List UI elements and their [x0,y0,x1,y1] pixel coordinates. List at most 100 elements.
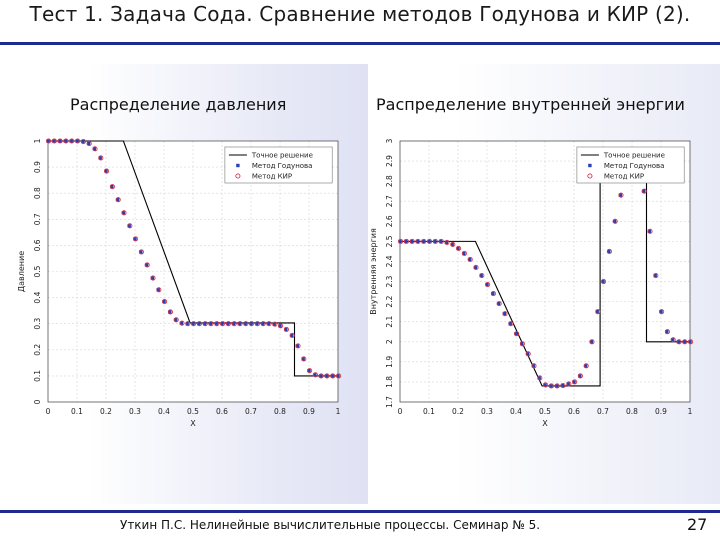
kir-point [260,321,266,327]
kir-point [676,339,682,345]
kir-point [138,249,144,255]
kir-point [202,321,208,327]
kir-point [266,321,272,327]
godunov-point [647,229,652,234]
kir-point [682,339,688,345]
godunov-point [641,189,646,193]
godunov-point [104,169,108,173]
y-tick-label: 2.6 [385,215,394,227]
x-tick-label: 0.3 [481,407,493,416]
y-tick-label: 2.3 [385,275,394,287]
kir-point [490,291,496,297]
kir-point [127,223,133,229]
godunov-point [150,276,155,280]
godunov-point [255,322,259,326]
x-tick-label: 0.5 [187,407,199,416]
kir-point [525,351,531,357]
y-tick-label: 0.8 [33,187,42,199]
kir-point [566,381,572,387]
y-tick-label: 1 [33,138,42,143]
kir-point [398,238,404,244]
godunov-point [301,357,305,361]
energy-chart: 0 0.1 0.2 0.3 0.4 0.5 0.6 0.7 0.8 0.9 1 1.7 1.8 1.9 2 2… [369,138,694,428]
godunov-point [549,384,553,388]
legend-entry-label: Точное решение [251,152,313,160]
legend-entry-label: Метод КИР [604,173,644,181]
kir-point [75,138,81,144]
godunov-point [197,322,201,326]
godunov-point [688,340,692,344]
godunov-point [173,318,178,322]
godunov-point [485,282,489,287]
x-tick-label: 0.1 [71,407,83,416]
godunov-point [502,311,507,316]
godunov-point [208,322,213,326]
kir-point [659,309,665,315]
kir-point [295,343,301,349]
kir-point [231,321,237,327]
godunov-point [289,333,294,338]
godunov-point [491,291,495,296]
x-tick-label: 0.5 [539,407,551,416]
y-tick-label: 1.8 [385,376,394,388]
godunov-point [438,239,443,244]
kir-point [450,241,456,247]
x-tick-label: 0.6 [216,407,228,416]
kir-point [57,138,63,144]
godunov-point [168,310,172,314]
kir-point [185,321,191,327]
kir-point [162,298,168,305]
kir-point [409,238,415,244]
page-number: 27 [687,515,708,534]
y-tick-label: 1.7 [385,396,394,408]
kir-point [653,272,659,279]
godunov-point [185,322,189,326]
kir-point [421,238,427,244]
godunov-point [139,250,143,254]
godunov-point [404,239,408,244]
legend-box [576,146,685,184]
godunov-point [63,139,68,143]
kir-point [572,379,578,385]
kir-point [479,272,485,279]
plot-frame [399,140,691,403]
kir-point [473,264,479,271]
kir-point [496,301,502,307]
y-tick-label: 0 [33,399,42,404]
godunov-point [462,251,466,256]
x-tick-label: 0.6 [568,407,580,416]
x-tick-label: 1 [336,407,341,416]
godunov-point [618,193,623,197]
godunov-point [409,239,414,244]
x-tick-label: 0.8 [274,407,286,416]
kir-point [432,238,438,244]
kir-point [80,138,86,145]
kir-point [179,320,185,326]
kir-point [191,321,197,327]
kir-point [427,238,433,244]
kir-point [438,238,444,244]
godunov-point [121,211,126,215]
godunov-point [110,184,114,189]
godunov-point [467,257,472,262]
godunov-point [583,364,588,368]
kir-point [514,331,520,337]
y-tick-label: 1.9 [385,356,394,368]
kir-point [670,337,676,343]
series-exact-line [400,170,690,387]
kir-point [577,373,583,379]
godunov-point [156,288,160,292]
y-tick-label: 0.6 [33,239,42,251]
godunov-point [313,373,317,377]
kir-point [612,218,618,224]
kir-point [508,321,514,327]
godunov-point [98,156,102,160]
x-tick-label: 0.3 [129,407,141,416]
kir-point [196,321,202,327]
godunov-point [444,240,449,245]
kir-point [272,321,278,327]
godunov-point [659,309,663,314]
footer-text: Уткин П.С. Нелинейные вычислительные про… [120,518,541,532]
godunov-point [607,249,611,254]
kir-point [403,238,409,244]
